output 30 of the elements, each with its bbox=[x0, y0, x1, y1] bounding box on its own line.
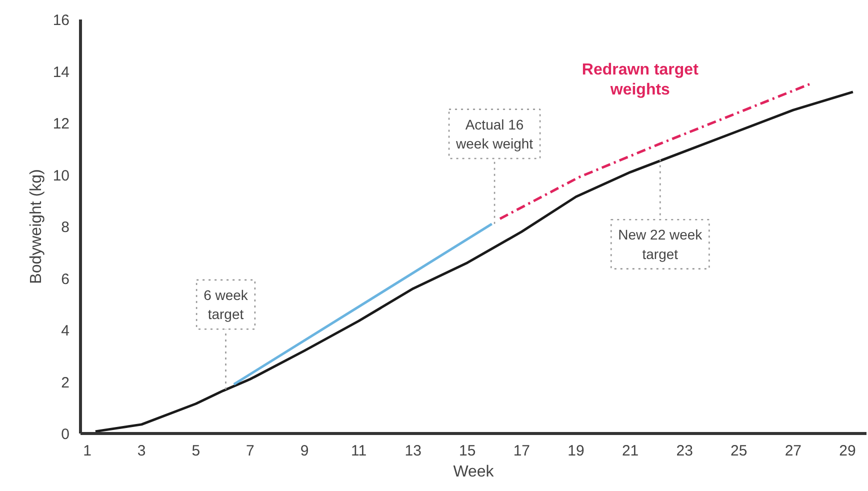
y-tick-label: 0 bbox=[61, 426, 70, 443]
x-tick-label: 27 bbox=[784, 442, 802, 460]
y-tick-label: 14 bbox=[52, 64, 70, 81]
y-axis-title: Bodyweight (kg) bbox=[28, 169, 45, 284]
y-tick-label: 8 bbox=[61, 219, 70, 236]
y-tick-label: 2 bbox=[61, 374, 70, 392]
x-tick-label: 3 bbox=[137, 442, 146, 460]
x-tick-label: 15 bbox=[459, 442, 476, 460]
x-tick-label: 1 bbox=[83, 442, 92, 460]
annotation: New 22 week target bbox=[618, 226, 704, 262]
y-tick-label: 16 bbox=[52, 12, 70, 29]
x-tick-label: 19 bbox=[568, 442, 584, 460]
y-tick-label: 12 bbox=[52, 116, 70, 132]
x-tick-label: 25 bbox=[730, 442, 748, 460]
x-tick-label: 11 bbox=[351, 442, 367, 460]
y-tick-label: 6 bbox=[61, 270, 70, 288]
x-tick-label: 13 bbox=[404, 442, 422, 460]
x-tick-label: 21 bbox=[622, 442, 639, 460]
x-tick-label: 9 bbox=[300, 442, 309, 460]
x-tick-label: 29 bbox=[839, 442, 856, 460]
annotation: 6 week target bbox=[204, 286, 249, 322]
series-label: Redrawn target weights bbox=[582, 61, 700, 99]
x-tick-label: 23 bbox=[676, 442, 693, 460]
annotation: Actual 16 week weight bbox=[455, 116, 534, 152]
y-tick-label: 10 bbox=[52, 167, 70, 184]
x-tick-label: 7 bbox=[246, 442, 254, 460]
x-tick-label: 17 bbox=[513, 442, 530, 460]
x-axis-title: Week bbox=[453, 464, 495, 480]
x-tick-label: 5 bbox=[192, 442, 200, 460]
y-tick-label: 4 bbox=[61, 322, 70, 340]
